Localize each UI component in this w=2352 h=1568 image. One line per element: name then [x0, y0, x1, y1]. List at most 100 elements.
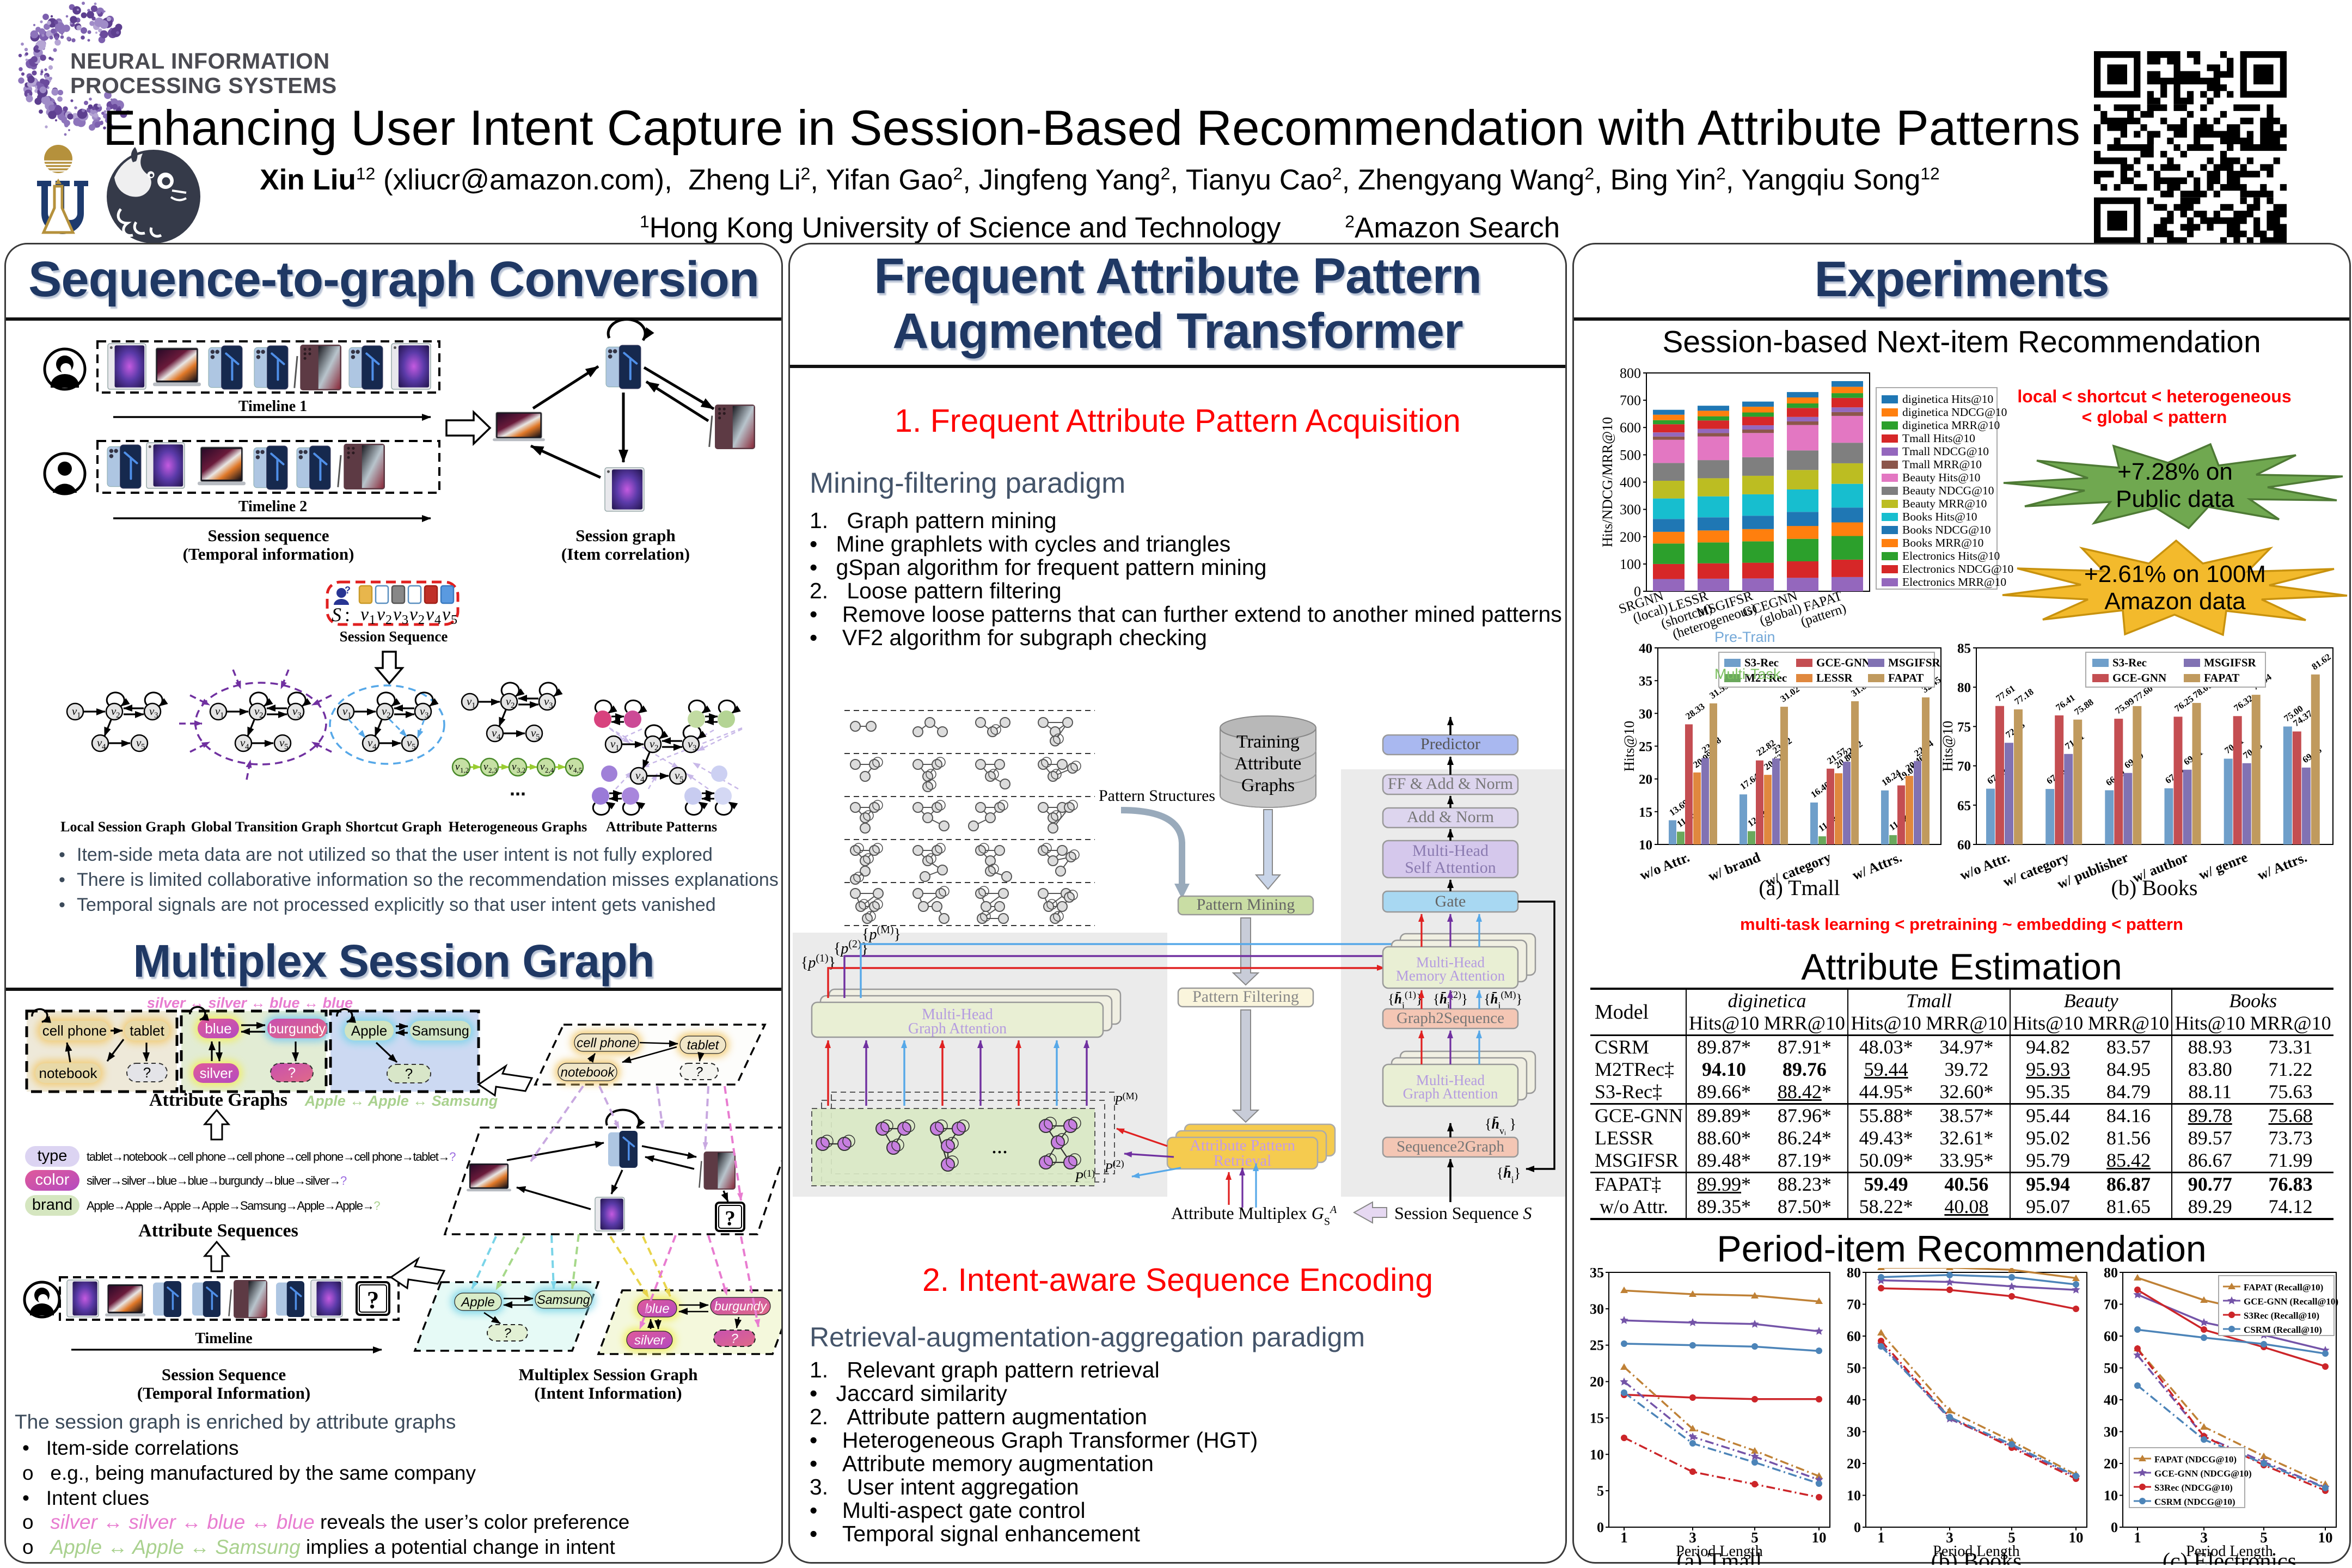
- svg-text:Session Sequence: Session Sequence: [162, 1365, 286, 1384]
- svg-text:Pattern Filtering: Pattern Filtering: [1192, 988, 1299, 1006]
- svg-text:Hits@10: Hits@10: [1621, 721, 1637, 771]
- svg-text:77.18: 77.18: [2012, 687, 2035, 707]
- svg-text:...: ...: [991, 1134, 1008, 1158]
- svg-text:GCE-GNN (Recall@10): GCE-GNN (Recall@10): [2244, 1296, 2338, 1307]
- svg-text:FAPAT: FAPAT: [2204, 671, 2239, 684]
- svg-text:Multi-Head: Multi-Head: [1416, 1072, 1485, 1088]
- svg-text:v: v: [544, 695, 549, 708]
- svg-text:35: 35: [1590, 1268, 1604, 1281]
- svg-text:Beauty MRR@10: Beauty MRR@10: [1902, 497, 1987, 510]
- svg-text:Electronics NDCG@10: Electronics NDCG@10: [1902, 562, 2013, 575]
- svg-text:Period Length: Period Length: [1676, 1543, 1762, 1560]
- svg-text:30: 30: [2104, 1424, 2118, 1440]
- svg-text:70: 70: [2104, 1297, 2118, 1313]
- svg-text:Apple→Apple→Apple→Apple→Samsun: Apple→Apple→Apple→Apple→Samsung→Apple→Ap…: [87, 1199, 380, 1212]
- svg-text:(c) Electronics: (c) Electronics: [2163, 1549, 2296, 1565]
- svg-text:70: 70: [1957, 759, 1971, 774]
- svg-text:Books Hits@10: Books Hits@10: [1902, 510, 1977, 523]
- svg-text:Tmall MRR@10: Tmall MRR@10: [1902, 458, 1982, 471]
- svg-text:1: 1: [471, 701, 476, 710]
- svg-text:(Intent Information): (Intent Information): [534, 1383, 682, 1402]
- svg-text:Attribute Sequences: Attribute Sequences: [138, 1221, 298, 1241]
- svg-text:?: ?: [367, 1287, 379, 1314]
- svg-text:tablet: tablet: [130, 1022, 164, 1039]
- svg-text:...: ...: [510, 777, 526, 800]
- svg-text:25: 25: [1639, 740, 1652, 755]
- svg-text:v: v: [382, 705, 387, 718]
- svg-text:w/ brand: w/ brand: [1706, 849, 1762, 884]
- svg-text:(b) Books: (b) Books: [1931, 1549, 2022, 1565]
- svg-text:4: 4: [102, 743, 106, 751]
- svg-text:1: 1: [1620, 1529, 1628, 1546]
- svg-text:v: v: [635, 769, 641, 782]
- svg-text:Samsung: Samsung: [537, 1293, 590, 1307]
- svg-text:v: v: [568, 761, 573, 773]
- svg-text:40: 40: [1639, 641, 1652, 656]
- svg-text:silver ↔ silver ↔ blue ↔ blue: silver ↔ silver ↔ blue ↔ blue: [147, 995, 353, 1011]
- svg-text:Hits/NDCG/MRR@10: Hits/NDCG/MRR@10: [1600, 417, 1615, 547]
- svg-text:Pre-Train: Pre-Train: [1714, 629, 1775, 645]
- svg-text:+2.61% on 100M: +2.61% on 100M: [2084, 561, 2266, 587]
- svg-text:v: v: [342, 705, 348, 718]
- svg-text:2: 2: [259, 711, 264, 720]
- svg-text:GCE-GNN (NDCG@10): GCE-GNN (NDCG@10): [2154, 1468, 2252, 1479]
- svg-text:w/ Attrs.: w/ Attrs.: [2255, 849, 2309, 884]
- svg-text:Item-side meta data are not ut: Item-side meta data are not utilized so …: [77, 844, 713, 865]
- svg-text:1: 1: [347, 711, 352, 720]
- svg-text:silver: silver: [634, 1333, 665, 1347]
- svg-text:local < shortcut < heterogeneo: local < shortcut < heterogeneous: [2017, 387, 2291, 406]
- svg-text:v: v: [111, 705, 117, 718]
- svg-text:Heterogeneous Graphs: Heterogeneous Graphs: [449, 819, 587, 835]
- svg-text:S3-Rec: S3-Rec: [1744, 656, 1779, 669]
- svg-text:Self Attention: Self Attention: [1405, 859, 1496, 877]
- svg-text:2: 2: [116, 711, 120, 720]
- svg-text:(a) Tmall: (a) Tmall: [1677, 1549, 1762, 1565]
- svg-text:0: 0: [1597, 1520, 1604, 1535]
- svg-text:v: v: [688, 737, 693, 750]
- svg-text:v: v: [506, 695, 511, 708]
- svg-text:Attribute Graphs: Attribute Graphs: [149, 1090, 287, 1110]
- svg-text:v: v: [377, 604, 385, 624]
- svg-text:Graphs: Graphs: [1241, 775, 1295, 795]
- svg-text:50: 50: [2104, 1361, 2118, 1376]
- svg-text:GCE-GNN: GCE-GNN: [1816, 656, 1870, 669]
- svg-text:LESSR: LESSR: [1816, 671, 1853, 684]
- svg-text:5: 5: [2008, 1529, 2016, 1546]
- svg-text:3: 3: [693, 744, 697, 752]
- svg-text:0: 0: [1854, 1520, 1861, 1535]
- svg-text:v: v: [420, 705, 425, 718]
- svg-text:Gate: Gate: [1435, 892, 1466, 910]
- svg-text:Session sequence: Session sequence: [207, 526, 329, 545]
- svg-text:v: v: [540, 761, 545, 773]
- svg-text:v: v: [149, 705, 155, 718]
- svg-text:Attribute Patterns: Attribute Patterns: [606, 819, 717, 835]
- svg-text:4: 4: [372, 743, 377, 751]
- svg-text:There is limited collaborative: There is limited collaborative informati…: [77, 869, 779, 890]
- svg-text:0: 0: [1634, 584, 1641, 599]
- svg-text:•: •: [59, 869, 65, 890]
- svg-text:76.25: 76.25: [2172, 694, 2195, 714]
- svg-text:3: 3: [425, 711, 429, 720]
- svg-text:1: 1: [220, 711, 224, 720]
- svg-text:1: 1: [615, 744, 620, 752]
- svg-text:P(2): P(2): [1104, 1158, 1124, 1175]
- svg-text:?: ?: [288, 1064, 296, 1081]
- svg-text:burgundy: burgundy: [269, 1021, 326, 1037]
- svg-text:3: 3: [549, 701, 553, 710]
- svg-text:Apple ↔ Apple ↔ Samsung: Apple ↔ Apple ↔ Samsung: [304, 1093, 498, 1109]
- svg-text:75.99: 75.99: [2113, 696, 2136, 716]
- svg-text:{p(1)}: {p(1)}: [801, 952, 836, 971]
- svg-text:v: v: [136, 736, 142, 749]
- svg-text:81.62: 81.62: [2310, 652, 2332, 672]
- svg-text:5: 5: [284, 743, 289, 751]
- svg-text:Session graph: Session graph: [575, 526, 675, 545]
- svg-text:blue: blue: [205, 1020, 231, 1037]
- svg-text:3: 3: [402, 613, 408, 627]
- svg-text:65: 65: [1957, 799, 1971, 813]
- svg-text:Timeline 2: Timeline 2: [238, 498, 307, 515]
- svg-text:burgundy: burgundy: [714, 1299, 767, 1313]
- svg-text:v: v: [240, 736, 246, 749]
- svg-text:v: v: [442, 604, 451, 624]
- svg-text:4,5: 4,5: [573, 766, 582, 774]
- svg-text:v: v: [409, 604, 418, 624]
